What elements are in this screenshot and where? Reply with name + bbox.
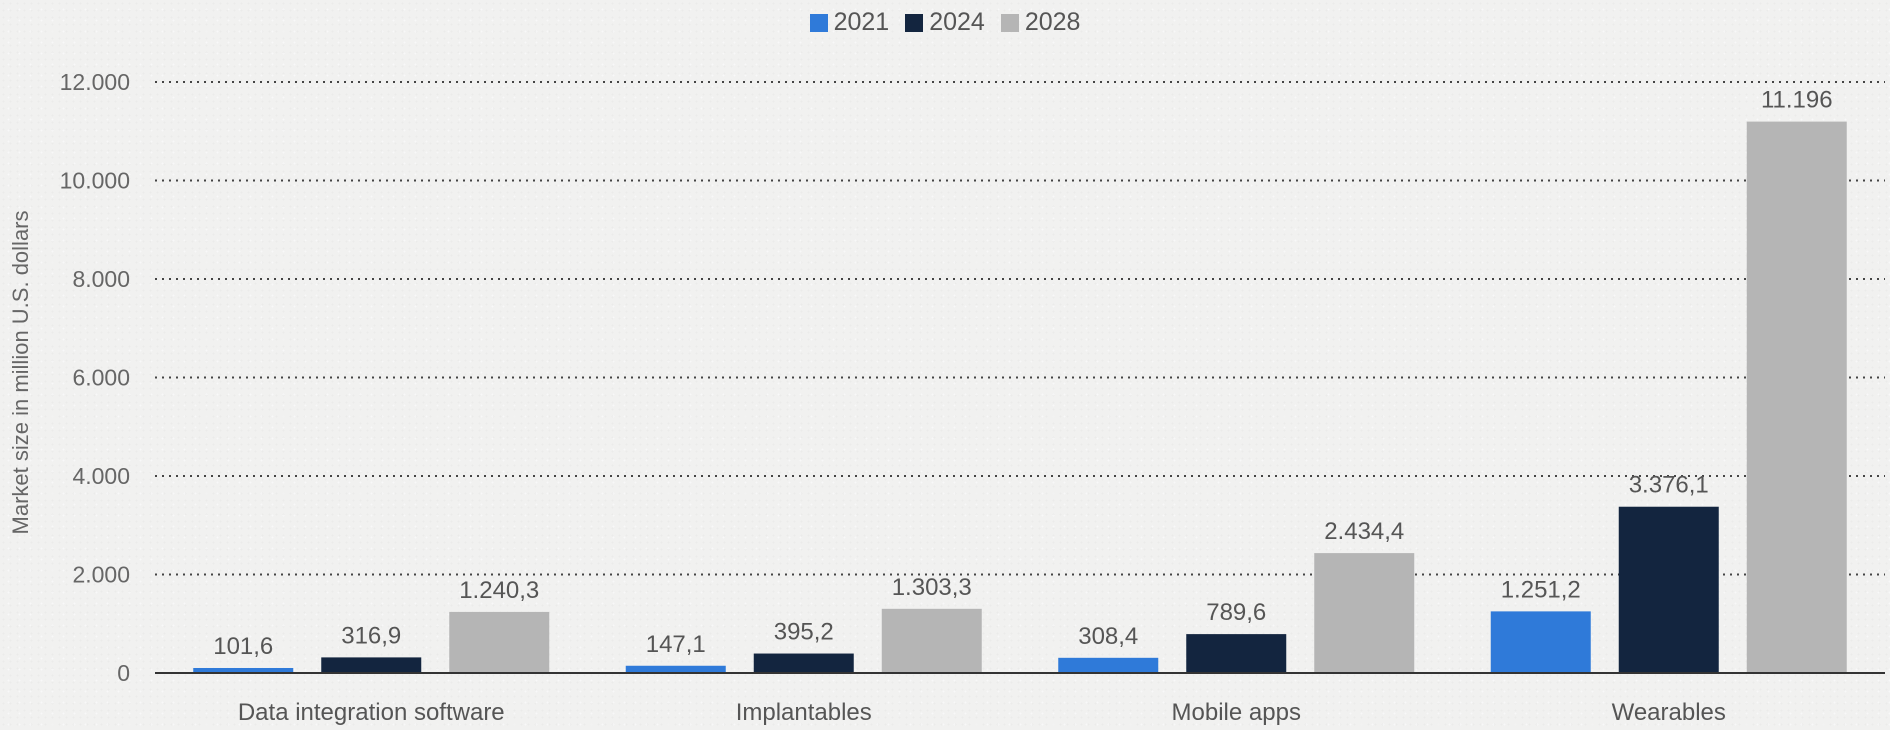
bar-2024-0	[321, 657, 422, 673]
data-label: 1.251,2	[1501, 576, 1581, 603]
y-axis-ticks: 0 2.000 4.000 6.000 8.000 10.000 12.000	[60, 69, 130, 686]
bar-2028-2	[1314, 553, 1415, 673]
data-label: 1.303,3	[892, 574, 972, 601]
data-label: 2.434,4	[1324, 518, 1404, 545]
x-axis-ticks: Data integration software Implantables Mob…	[238, 699, 1726, 726]
data-label: 308,4	[1078, 623, 1138, 650]
bar-2021-3	[1490, 611, 1591, 673]
legend-swatch-2021	[809, 13, 828, 32]
bar-2024-3	[1618, 506, 1719, 673]
bar-2028-3	[1746, 121, 1847, 674]
legend-label-2028: 2028	[1024, 8, 1081, 36]
bar-2021-0	[193, 667, 294, 673]
y-tick-label: 4.000	[72, 463, 130, 489]
bar-2021-2	[1058, 657, 1159, 673]
y-tick-label: 12.000	[60, 69, 130, 95]
legend-label-2024: 2024	[929, 8, 985, 36]
legend: 2021 2024 2028	[0, 8, 1890, 37]
y-tick-label: 0	[117, 660, 130, 686]
y-tick-label: 8.000	[72, 266, 130, 292]
y-tick-label: 6.000	[72, 365, 130, 391]
x-tick-label: Implantables	[736, 699, 872, 726]
data-label: 395,2	[774, 619, 834, 646]
data-label: 316,9	[341, 622, 401, 649]
x-tick-label: Mobile apps	[1172, 699, 1301, 726]
data-label: 789,6	[1206, 599, 1266, 626]
data-label: 147,1	[646, 631, 706, 658]
legend-item-2021: 2021	[809, 8, 890, 37]
bar-2028-1	[881, 608, 982, 673]
bar-2021-1	[625, 665, 726, 673]
legend-swatch-2024	[905, 13, 924, 32]
data-label: 1.240,3	[459, 577, 539, 604]
y-tick-label: 2.000	[72, 562, 130, 588]
gridlines	[155, 81, 1885, 576]
bar-2024-1	[753, 653, 854, 673]
data-labels: 101,6 316,9 1.240,3 147,1 395,2 1.303,3 308,4 7…	[213, 87, 1832, 660]
x-tick-label: Data integration software	[238, 699, 505, 726]
data-label: 101,6	[213, 633, 273, 660]
data-label: 11.196	[1761, 87, 1833, 114]
y-axis-label: Market size in million U.S. dollars	[8, 211, 33, 535]
bars	[193, 121, 1847, 674]
legend-item-2024: 2024	[905, 8, 985, 37]
x-tick-label: Wearables	[1612, 699, 1726, 726]
data-label: 3.376,1	[1629, 472, 1709, 499]
bar-2028-0	[449, 611, 550, 673]
y-tick-label: 10.000	[60, 168, 130, 194]
legend-label-2021: 2021	[833, 8, 890, 36]
legend-swatch-2028	[1000, 13, 1019, 32]
legend-item-2028: 2028	[1000, 8, 1081, 37]
bar-2024-2	[1186, 634, 1287, 673]
